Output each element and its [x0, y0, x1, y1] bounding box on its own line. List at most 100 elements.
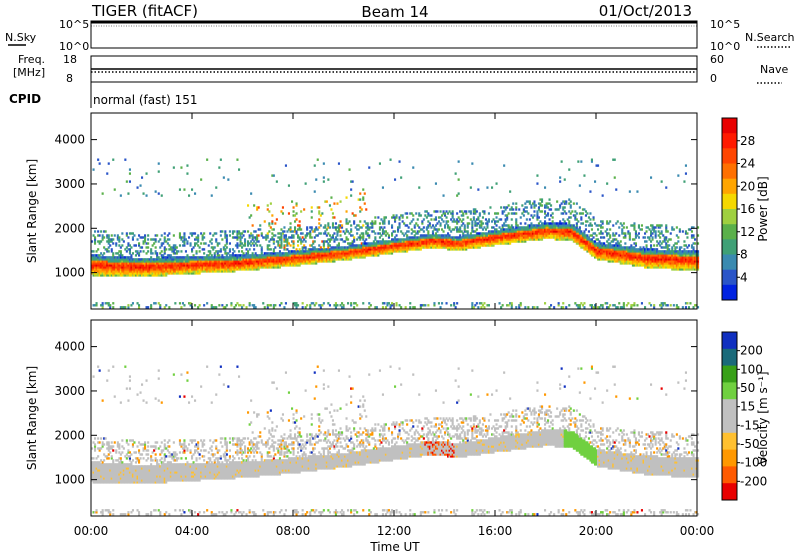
power-cell	[245, 258, 248, 261]
power-cell	[439, 238, 442, 241]
power-cell	[91, 268, 94, 271]
power-cell	[642, 248, 645, 251]
station-title: TIGER (fitACF)	[91, 2, 198, 20]
power-cell	[172, 248, 175, 251]
power-cell	[545, 222, 548, 225]
power-cell	[210, 258, 213, 261]
power-cell	[544, 234, 547, 237]
power-cell	[286, 248, 289, 251]
power-cell	[271, 236, 274, 239]
power-cell	[231, 256, 234, 259]
power-cell	[101, 304, 104, 307]
power-cell	[331, 250, 334, 253]
power-cell	[130, 264, 133, 267]
power-cell	[622, 222, 625, 225]
power-cell	[568, 304, 571, 307]
power-cell	[657, 242, 660, 245]
power-cell	[177, 266, 180, 269]
power-cell	[509, 236, 512, 239]
power-cell	[636, 250, 639, 253]
power-cell	[653, 252, 656, 255]
power-cell	[315, 260, 318, 263]
power-cell	[480, 238, 483, 241]
power-cell	[239, 242, 242, 245]
power-cell	[141, 246, 144, 249]
power-cell	[116, 256, 119, 259]
power-cell	[524, 230, 527, 233]
power-cell	[301, 258, 304, 261]
power-cell	[192, 266, 195, 269]
power-cell	[374, 216, 377, 219]
power-cell	[295, 250, 298, 253]
power-cell	[544, 210, 547, 213]
power-cell	[291, 262, 294, 265]
power-cell	[569, 232, 572, 235]
power-cell	[389, 250, 392, 253]
power-cell	[412, 236, 415, 239]
power-cell	[615, 246, 618, 249]
power-cell	[478, 224, 481, 227]
power-cell	[474, 236, 477, 239]
power-cell	[166, 260, 169, 263]
power-cell	[119, 264, 122, 267]
power-cell	[589, 212, 592, 215]
power-cell	[362, 248, 365, 251]
power-cell	[412, 214, 415, 217]
power-cell	[163, 250, 166, 253]
power-cell	[219, 250, 222, 253]
power-cell	[228, 266, 231, 269]
power-cell	[563, 230, 566, 233]
power-cell	[478, 246, 481, 249]
power-cell	[547, 232, 550, 235]
power-cell	[589, 218, 592, 221]
power-cell	[95, 268, 98, 271]
power-cell	[383, 226, 386, 229]
power-cell	[590, 242, 593, 245]
power-cell	[525, 206, 528, 209]
power-cell	[407, 240, 410, 243]
power-cell	[150, 258, 153, 261]
power-cell	[528, 232, 531, 235]
power-cell	[222, 270, 225, 273]
power-cell	[151, 264, 154, 267]
power-cell	[428, 242, 431, 245]
power-cell	[542, 224, 545, 227]
power-cell	[262, 262, 265, 265]
power-cell	[121, 266, 124, 269]
power-cell	[274, 260, 277, 263]
power-cell	[345, 252, 348, 255]
power-cell	[210, 238, 213, 241]
power-cell	[174, 252, 177, 255]
power-cell	[112, 306, 115, 309]
power-cell	[550, 232, 553, 235]
power-cell	[103, 264, 106, 267]
power-cell	[184, 262, 187, 265]
power-cell	[610, 260, 613, 263]
power-cell	[398, 224, 401, 227]
power-cell	[153, 302, 156, 305]
power-cell	[460, 246, 463, 249]
power-cell	[319, 250, 322, 253]
power-cell	[609, 256, 612, 259]
power-cell	[495, 228, 498, 231]
power-cell	[422, 218, 425, 221]
power-cell	[295, 258, 298, 261]
power-cell	[341, 246, 344, 249]
power-cell	[633, 254, 636, 257]
power-cell	[118, 272, 121, 275]
power-cell	[234, 268, 237, 271]
power-cell	[592, 246, 595, 249]
power-cell	[571, 230, 574, 233]
power-cell	[448, 240, 451, 243]
power-cell	[533, 200, 536, 203]
power-cell	[439, 224, 442, 227]
power-cell	[362, 250, 365, 253]
power-cell	[581, 212, 584, 215]
power-cell	[613, 256, 616, 259]
power-cell	[106, 234, 109, 237]
power-cell	[659, 260, 662, 263]
power-cell	[112, 302, 115, 305]
power-cell	[259, 260, 262, 263]
power-cell	[642, 252, 645, 255]
power-cell	[456, 246, 459, 249]
